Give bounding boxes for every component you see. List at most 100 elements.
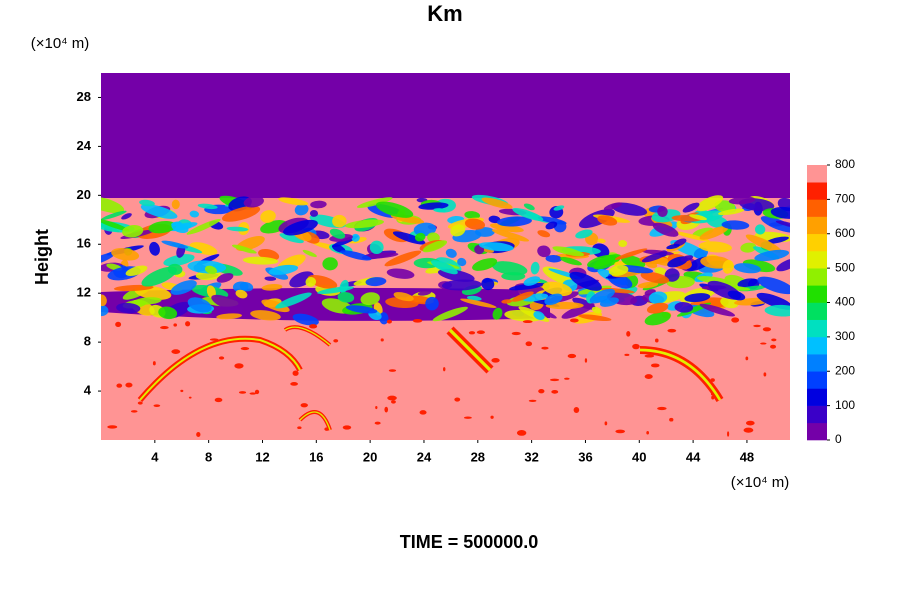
field-spot [516,429,527,436]
field-spot [650,363,660,368]
field-blob [414,232,426,242]
field-spot [654,338,659,343]
field-blob [417,290,432,296]
colorbar-tick-label: 100 [835,398,855,412]
colorbar-swatch [807,285,827,303]
x-tick-label: 44 [686,449,701,464]
field-spot [234,363,244,369]
field-blob [464,211,481,220]
field-spot [388,369,397,372]
field-streak-core [639,348,722,401]
field-blob [310,200,327,209]
field-spot [468,331,476,335]
field-spot [646,430,650,435]
field-blob [699,303,736,317]
field-blob [197,203,218,210]
field-blob [680,255,694,262]
colorbar-swatch [807,165,827,183]
field-blob [322,257,338,271]
field-spot [185,321,191,327]
field-spot [130,410,138,413]
field-blob [618,239,628,247]
field-blob [578,314,612,321]
field-spot [463,416,472,419]
colorbar-swatch [807,319,827,338]
field-blob [530,261,540,275]
field-spot [763,372,767,377]
field-blob [754,249,790,262]
field-blob [457,257,467,267]
field-spot [333,339,339,343]
field-blob [204,265,218,275]
field-blob [587,254,617,268]
field-blob [775,220,790,228]
field-blob [101,294,107,307]
colorbar-tick-label: 800 [835,157,855,171]
field-spot [771,338,777,342]
field-blob [393,292,414,302]
field-blob [537,230,551,238]
x-unit-label: (×10⁴ m) [731,474,790,491]
field-blob [664,268,680,282]
field-blob [243,196,264,208]
field-spot [538,388,545,394]
field-spot [188,396,192,399]
field-spot [443,367,446,372]
field-blob [121,213,132,220]
x-tick-label: 32 [524,449,538,464]
field-blob [441,279,482,291]
x-tick-label: 28 [471,449,485,464]
field-blob [101,218,130,232]
field-blob [491,229,530,242]
field-blob [283,219,318,236]
field-blob [275,292,312,309]
colorbar-swatch [807,302,827,320]
field-spot [160,326,169,330]
field-blob [727,290,746,301]
y-tick-label: 28 [77,89,91,104]
field-blob [187,297,212,313]
field-blob [545,255,562,263]
colorbar-tick-label: 500 [835,260,855,274]
field-blob [757,276,790,295]
field-blob [425,296,439,311]
x-tick-label: 4 [151,449,159,464]
field-blob [740,242,757,253]
x-tick-label: 48 [740,449,754,464]
colorbar-tick-label: 400 [835,295,855,309]
field-spot [584,358,588,363]
field-blob [621,255,646,268]
field-blob [523,276,541,286]
field-spot [667,328,677,333]
field-blob [501,299,513,304]
field-spot [753,324,761,328]
field-spot [375,405,378,410]
field-blob [433,208,447,213]
field-blob [652,222,679,237]
field-blob [496,216,532,227]
field-spot [309,324,318,329]
field-streak-core [139,337,301,401]
field-blob [369,240,384,254]
field-spot [387,395,397,401]
field-blob [545,221,558,230]
field-blob [279,233,304,244]
field-blob [344,219,385,229]
field-blob [116,302,141,314]
field-blob [481,277,495,291]
field-spot [137,401,143,405]
field-blob [569,271,602,291]
field-blob [261,299,290,313]
field-blob [148,221,177,234]
field-blob [113,284,154,292]
field-spot [669,417,674,422]
colorbar-tick-label: 200 [835,363,855,377]
field-blob [508,282,546,291]
field-blob [216,313,243,320]
field-blob [722,259,734,274]
field-blob [206,285,216,299]
field-blob [329,228,346,239]
field-blob [278,197,309,206]
field-spot [615,429,626,434]
colorbar-swatch [807,233,827,252]
